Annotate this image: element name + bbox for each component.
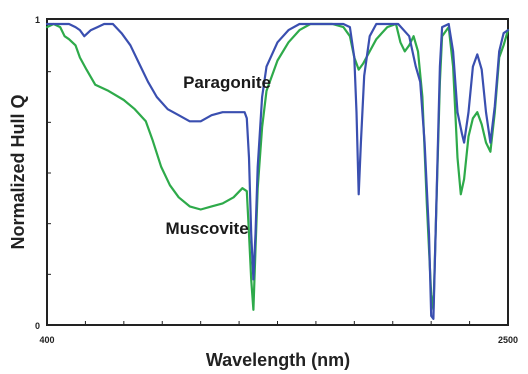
series-label-muscovite: Muscovite — [166, 219, 249, 238]
x-tick-label-right: 2500 — [498, 335, 518, 345]
series-label-paragonite: Paragonite — [183, 73, 271, 92]
y-tick-label-bottom: 0 — [35, 321, 40, 331]
plot-frame — [46, 18, 509, 326]
y-tick-label-top: 1 — [35, 15, 40, 25]
series-line-paragonite — [45, 22, 510, 320]
x-tick-label-left: 400 — [39, 335, 54, 345]
x-axis-title: Wavelength (nm) — [206, 350, 350, 370]
y-axis-title: Normalized Hull Q — [8, 94, 28, 249]
